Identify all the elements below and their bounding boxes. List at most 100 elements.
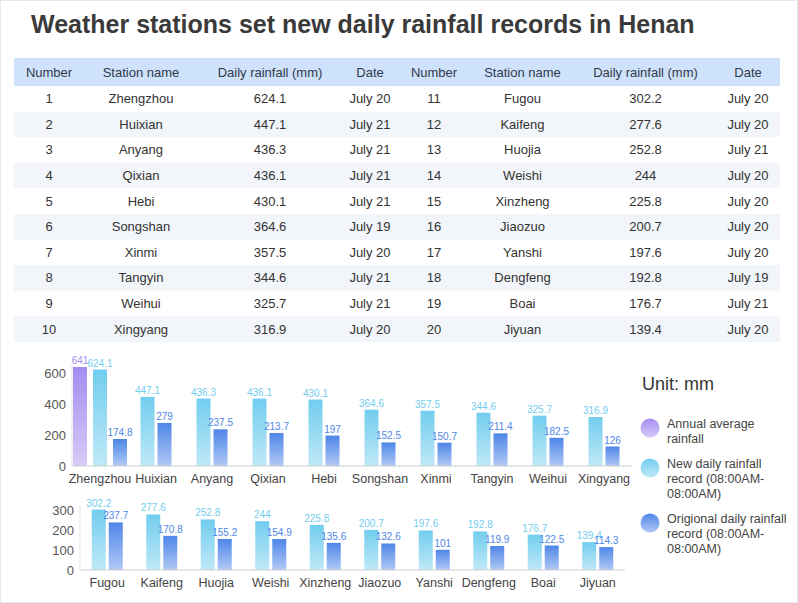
y-tick-label: 300 <box>52 503 74 518</box>
legend-item: Origional daily rainfall record (08:00AM… <box>640 512 796 557</box>
data-label: 114.3 <box>594 535 619 546</box>
legend-swatch-circle <box>641 459 660 478</box>
table-cell: 11 <box>398 86 470 112</box>
bar <box>113 439 127 466</box>
table-cell: 364.6 <box>198 214 342 240</box>
bar <box>141 397 155 466</box>
data-label: 225.8 <box>304 513 329 524</box>
table-cell: Anyang <box>84 137 198 163</box>
table-cell: July 20 <box>716 316 780 342</box>
data-label: 155.2 <box>212 527 237 538</box>
table-cell: 5 <box>14 188 84 214</box>
table-cell: Xingyang <box>84 316 198 342</box>
table-body: 1Zhengzhou624.1July 2011Fugou302.2July 2… <box>14 86 780 342</box>
bar <box>163 536 177 570</box>
bar <box>197 399 211 466</box>
y-tick-label: 600 <box>44 366 66 381</box>
table-cell: 192.8 <box>575 265 716 291</box>
category-label: Anyang <box>191 472 233 486</box>
y-tick-label: 0 <box>59 459 66 474</box>
data-label: 200.7 <box>359 518 384 529</box>
data-label: 101 <box>434 538 451 549</box>
data-label: 357.5 <box>415 399 440 410</box>
data-labels: 641624.1174.8447.1279436.3237.5436.1213.… <box>72 355 622 446</box>
legend-item: Annual average rainfall <box>640 417 796 447</box>
table-cell: July 20 <box>716 163 780 189</box>
category-label: Songshan <box>352 472 408 486</box>
category-label: Jiyuan <box>580 576 616 590</box>
table-cell: 9 <box>14 291 84 317</box>
data-label: 150.7 <box>432 431 457 442</box>
header-cell: Date <box>716 58 780 86</box>
category-label: Yanshi <box>416 576 453 590</box>
table-cell: 8 <box>14 265 84 291</box>
header-cell: Station name <box>84 58 198 86</box>
table-cell: 12 <box>398 112 470 138</box>
legend-text: Annual average rainfall <box>667 417 791 447</box>
bar <box>270 433 284 466</box>
bar <box>606 447 620 466</box>
data-label: 174.8 <box>107 427 132 438</box>
data-label: 122.5 <box>539 534 564 545</box>
table-cell: July 20 <box>716 214 780 240</box>
table-cell: 15 <box>398 188 470 214</box>
bar <box>272 539 286 570</box>
table-cell: 357.5 <box>198 240 342 266</box>
unit-label: Unit: mm <box>642 374 714 395</box>
table-cell: 19 <box>398 291 470 317</box>
bar <box>589 417 603 466</box>
table-row: 2Huixian447.1July 2112Kaifeng277.6July 2… <box>14 112 780 138</box>
category-label: Huojia <box>199 576 234 590</box>
data-label: 126 <box>604 435 621 446</box>
table-cell: Dengfeng <box>470 265 575 291</box>
bar <box>550 438 564 466</box>
table-cell: 10 <box>14 316 84 342</box>
data-label: 170.8 <box>158 524 183 535</box>
table-cell: 14 <box>398 163 470 189</box>
category-label: Weihui <box>529 472 567 486</box>
data-label: 430.1 <box>303 388 328 399</box>
table-cell: 436.1 <box>198 163 342 189</box>
table-cell: July 21 <box>716 137 780 163</box>
records-table: NumberStation nameDaily rainfall (mm)Dat… <box>14 58 780 342</box>
chart: 0100200300FugouKaifengHuojiaWeishiXinzhe… <box>52 498 625 590</box>
table-cell: July 19 <box>342 214 398 240</box>
data-label: 316.9 <box>583 405 608 416</box>
table-cell: July 21 <box>342 265 398 291</box>
table-cell: 447.1 <box>198 112 342 138</box>
data-label: 119.9 <box>485 534 510 545</box>
header-cell: Date <box>342 58 398 86</box>
data-label: 277.6 <box>141 502 166 513</box>
table-row: 7Xinmi357.5July 2017Yanshi197.6July 20 <box>14 240 780 266</box>
table-cell: July 21 <box>342 163 398 189</box>
bar <box>73 367 87 466</box>
table-cell: 197.6 <box>575 240 716 266</box>
bar <box>494 433 508 466</box>
table-cell: July 21 <box>342 137 398 163</box>
y-tick-label: 400 <box>44 397 66 412</box>
legend: Annual average rainfallNew daily rainfal… <box>640 417 796 567</box>
data-label: 364.6 <box>359 398 384 409</box>
table-cell: July 19 <box>716 265 780 291</box>
legend-swatch <box>640 418 660 438</box>
data-label: 279 <box>156 411 173 422</box>
table-cell: 20 <box>398 316 470 342</box>
table-cell: 252.8 <box>575 137 716 163</box>
table-cell: July 21 <box>342 112 398 138</box>
bar <box>533 416 547 466</box>
bar <box>419 530 433 570</box>
data-label: 436.1 <box>247 387 272 398</box>
table-cell: 244 <box>575 163 716 189</box>
category-label: Huixian <box>135 472 177 486</box>
data-label: 197 <box>324 424 341 435</box>
y-axis <box>72 364 73 466</box>
data-label: 211.4 <box>488 421 513 432</box>
table-cell: 13 <box>398 137 470 163</box>
table-row: 8Tangyin344.6July 2118Dengfeng192.8July … <box>14 265 780 291</box>
table-cell: 302.2 <box>575 86 716 112</box>
table-cell: 344.6 <box>198 265 342 291</box>
category-label: Fugou <box>90 576 125 590</box>
data-label: 436.3 <box>191 387 216 398</box>
data-label: 182.5 <box>544 426 569 437</box>
table-row: 5Hebi430.1July 2115Xinzheng225.8July 20 <box>14 188 780 214</box>
